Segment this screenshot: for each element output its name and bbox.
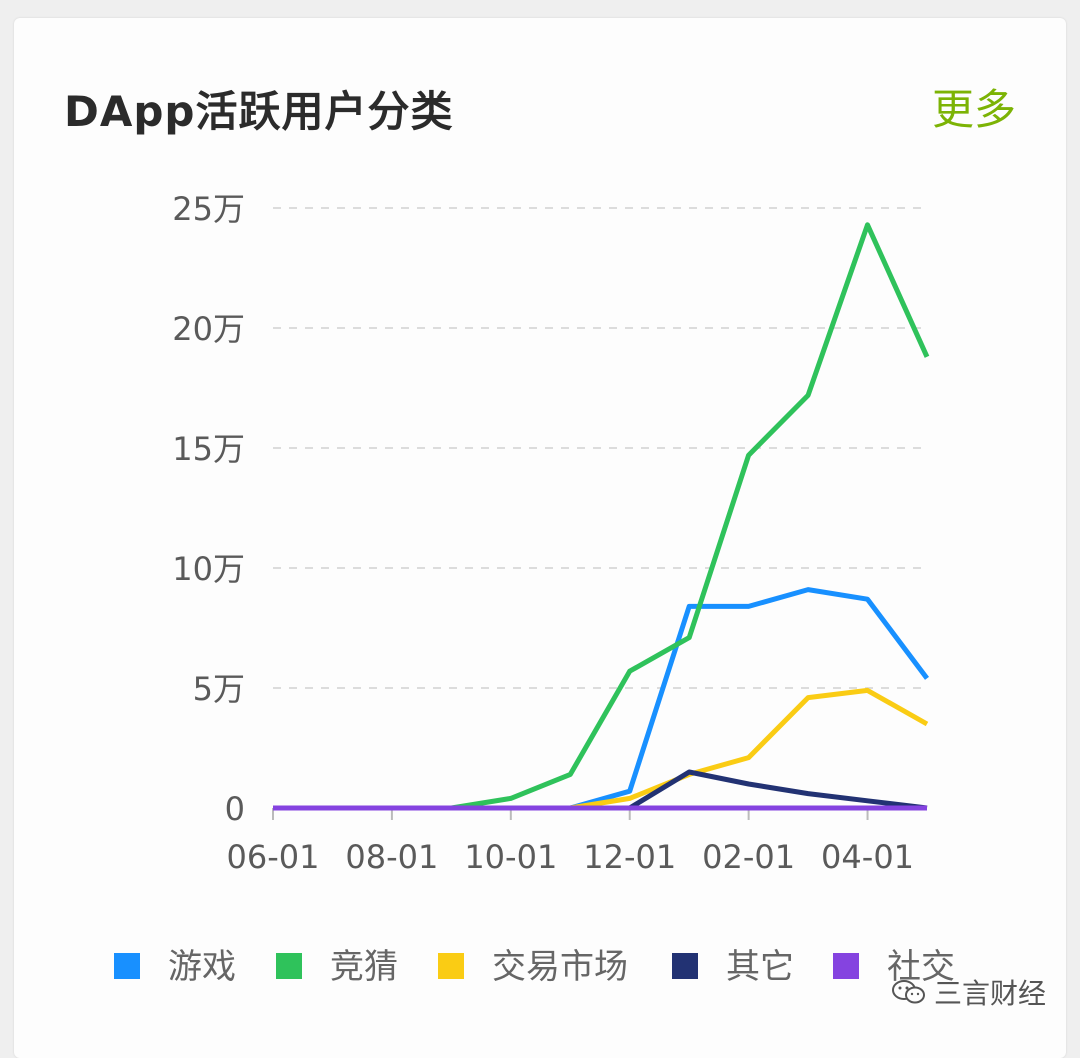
watermark-text: 三言财经: [933, 977, 1046, 1010]
legend-swatch: [833, 953, 859, 979]
legend: 游戏 竞猜 交易市场 其它 社交: [114, 947, 955, 987]
legend-swatch: [672, 953, 698, 979]
legend-label[interactable]: 交易市场: [492, 947, 628, 987]
chart-title: DApp活跃用户分类: [64, 87, 454, 136]
series-lines: [273, 222, 930, 811]
y-tick-label: 0: [225, 790, 245, 828]
series-line-游戏: [273, 587, 929, 811]
x-tick-label: 02-01: [702, 838, 795, 876]
watermark: 三言财经: [891, 972, 1046, 1012]
wechat-icon: [891, 979, 926, 1005]
grid-lines: [273, 207, 927, 689]
legend-label[interactable]: 其它: [726, 947, 794, 987]
x-tick-label: 08-01: [345, 838, 438, 876]
more-link[interactable]: 更多: [931, 85, 1016, 134]
legend-swatch: [114, 953, 140, 979]
series-line-交易市场: [273, 687, 929, 811]
y-tick-label: 25万: [172, 190, 245, 228]
legend-swatch: [276, 953, 302, 979]
legend-label[interactable]: 社交: [887, 947, 955, 987]
x-axis: 06-01 08-01 10-01 12-01 02-01 04-01: [227, 807, 927, 876]
legend-label[interactable]: 竞猜: [330, 947, 398, 987]
y-tick-label: 5万: [193, 670, 245, 708]
y-axis: 0 5万 10万 15万 20万 25万: [172, 190, 245, 828]
y-tick-label: 15万: [172, 430, 245, 468]
series-line-竞猜: [273, 222, 930, 811]
y-tick-label: 10万: [172, 550, 245, 588]
legend-label[interactable]: 游戏: [168, 947, 236, 987]
chart-card: DApp活跃用户分类 更多: [14, 18, 1066, 1058]
y-tick-label: 20万: [172, 310, 245, 348]
x-tick-label: 04-01: [821, 838, 914, 876]
x-tick-label: 12-01: [583, 838, 676, 876]
x-tick-label: 10-01: [464, 838, 557, 876]
legend-swatch: [438, 953, 464, 979]
x-tick-label: 06-01: [227, 838, 320, 876]
